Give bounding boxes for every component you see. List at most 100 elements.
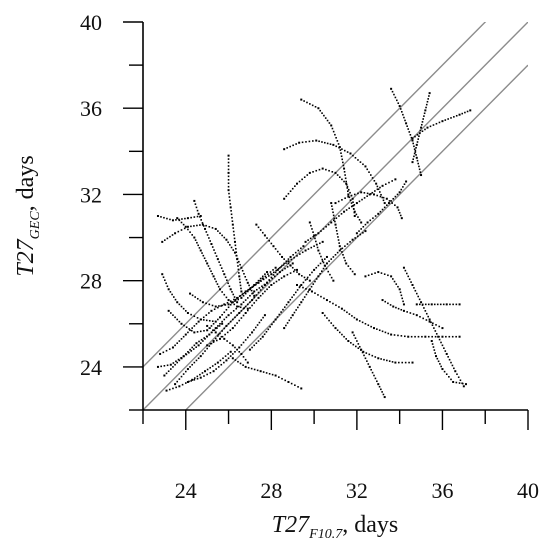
data-point-fill	[225, 308, 228, 311]
data-point-fill	[329, 143, 332, 145]
data-point	[171, 219, 174, 222]
data-point-fill	[184, 382, 187, 384]
data-point-fill	[352, 343, 355, 346]
data-point	[325, 262, 328, 265]
data-point-fill	[189, 329, 191, 332]
data-point-fill	[291, 266, 294, 269]
data-point-fill	[312, 171, 314, 173]
data-point-fill	[281, 264, 283, 267]
data-point-fill	[312, 283, 315, 285]
data-point-fill	[326, 119, 329, 122]
data-point-fill	[239, 306, 242, 309]
data-point-fill	[417, 162, 420, 165]
data-point-fill	[177, 230, 180, 233]
data-point-fill	[205, 260, 207, 262]
data-point-fill	[196, 317, 199, 319]
data-point-fill	[227, 168, 230, 171]
data-point-fill	[268, 239, 270, 242]
data-point-fill	[230, 246, 233, 249]
data-point	[156, 365, 159, 368]
data-point-fill	[442, 303, 445, 306]
data-point-fill	[268, 286, 270, 288]
data-point	[310, 290, 313, 293]
track-34	[283, 230, 367, 330]
data-point-fill	[438, 121, 441, 124]
data-point-fill	[176, 342, 179, 344]
data-point-fill	[331, 208, 334, 211]
data-point	[296, 283, 298, 286]
data-point-fill	[401, 361, 404, 364]
data-point-fill	[205, 319, 208, 322]
data-point-fill	[257, 279, 260, 282]
data-point	[174, 383, 177, 386]
data-point-fill	[393, 334, 396, 336]
data-point-fill	[338, 146, 340, 149]
data-point-fill	[336, 140, 339, 142]
data-point	[238, 346, 241, 349]
data-point	[302, 245, 305, 248]
data-point-fill	[267, 328, 270, 331]
data-point-fill	[234, 316, 236, 319]
data-point-fill	[293, 311, 296, 314]
data-point-fill	[214, 363, 217, 366]
data-point	[289, 255, 292, 258]
data-point-fill	[160, 216, 162, 218]
data-point	[225, 324, 228, 327]
data-point-fill	[417, 138, 420, 140]
data-point	[244, 312, 247, 314]
data-point-fill	[220, 335, 223, 338]
data-point-fill	[238, 305, 240, 308]
data-point	[368, 193, 371, 196]
reference-lines	[143, 22, 528, 410]
data-point-fill	[270, 242, 273, 245]
data-point-fill	[344, 245, 346, 247]
data-point	[394, 361, 397, 364]
data-point-fill	[303, 296, 306, 298]
data-point	[244, 365, 247, 368]
data-point-fill	[297, 306, 299, 309]
data-point	[317, 232, 320, 235]
data-point-fill	[209, 366, 211, 369]
data-point-fill	[243, 272, 245, 275]
data-point-fill	[253, 368, 256, 371]
data-point	[360, 191, 363, 194]
data-point	[206, 262, 209, 265]
data-point-fill	[285, 324, 287, 327]
data-point-fill	[206, 368, 209, 371]
data-point-fill	[448, 376, 450, 378]
data-point-fill	[178, 218, 180, 221]
data-point-fill	[203, 375, 205, 377]
data-point-fill	[281, 377, 283, 380]
data-point-fill	[393, 280, 396, 283]
data-point-fill	[418, 135, 420, 138]
data-point	[180, 322, 183, 325]
data-point-fill	[376, 328, 378, 330]
data-point	[184, 333, 187, 336]
data-point-fill	[251, 346, 253, 349]
data-point-fill	[258, 321, 261, 324]
data-point-fill	[233, 237, 236, 240]
data-point-fill	[418, 303, 421, 306]
data-point	[308, 279, 311, 282]
data-point-fill	[317, 264, 320, 267]
data-point-fill	[237, 268, 240, 271]
data-point	[240, 296, 243, 299]
data-point	[210, 309, 213, 312]
data-point-fill	[205, 231, 208, 233]
data-point-fill	[309, 274, 311, 276]
data-point-fill	[358, 345, 361, 348]
data-point-fill	[377, 188, 380, 191]
data-point-fill	[328, 260, 330, 263]
data-point-fill	[408, 278, 411, 281]
data-point	[214, 305, 217, 308]
track-17	[321, 312, 414, 364]
data-point	[186, 217, 189, 220]
data-point-fill	[369, 219, 372, 222]
data-point-fill	[188, 351, 190, 354]
data-point-fill	[217, 306, 219, 309]
data-point-fill	[175, 360, 177, 363]
data-point-fill	[227, 241, 229, 244]
data-point-fill	[314, 105, 317, 108]
data-point-fill	[211, 320, 214, 322]
data-point-fill	[290, 382, 293, 385]
